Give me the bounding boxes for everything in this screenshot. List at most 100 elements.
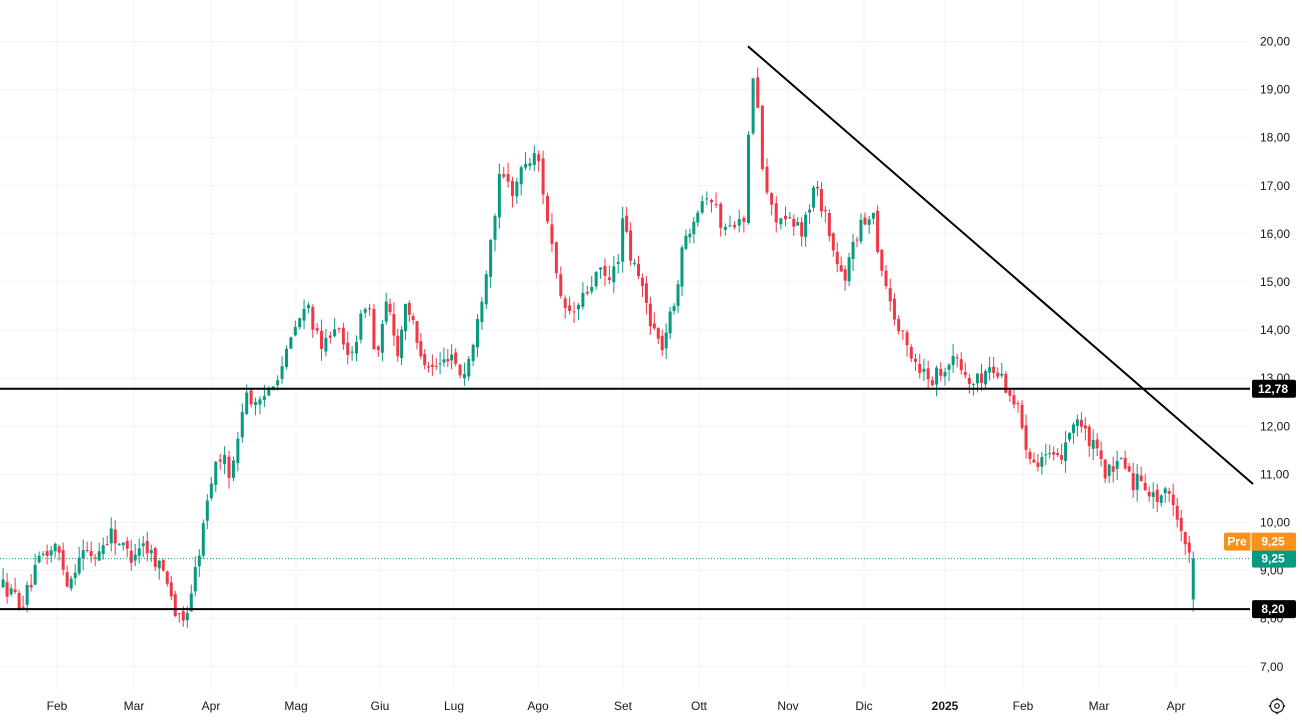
candle-body (1151, 492, 1155, 497)
gear-icon[interactable] (1268, 697, 1286, 715)
candle (1075, 414, 1079, 437)
candle-body (81, 550, 85, 559)
candle (411, 313, 415, 325)
pre-market-value: 9,25 (1261, 535, 1285, 549)
candle-body (943, 371, 947, 377)
candle-body (719, 203, 723, 228)
candle-body (581, 293, 585, 307)
candle (105, 535, 109, 546)
candle (541, 150, 545, 205)
candle (1135, 464, 1139, 502)
candle-body (197, 555, 201, 567)
candle-body (65, 572, 69, 587)
x-tick-label: Giu (371, 699, 390, 713)
candle (871, 212, 875, 225)
candle (714, 192, 718, 208)
candle-body (169, 582, 173, 597)
candle (1071, 422, 1075, 444)
candle-body (346, 342, 350, 355)
candle-body (859, 219, 863, 242)
candle-body (922, 368, 926, 372)
candle (792, 214, 796, 236)
x-axis[interactable]: Feb Mar Apr Mag Giu Lug Ago Set Ott Nov Dic 2025 Feb… (47, 699, 1186, 713)
candle (980, 364, 984, 392)
candle-body (1020, 404, 1024, 428)
candle-body (113, 529, 117, 544)
candle (169, 576, 173, 601)
x-tick-label: Apr (202, 699, 221, 713)
candle-body (454, 352, 458, 364)
candle-body (664, 332, 668, 349)
candle (804, 211, 808, 247)
candle (1191, 551, 1195, 612)
candle-body (918, 364, 922, 373)
y-tick-label: 19,00 (1260, 83, 1290, 97)
candle (458, 363, 462, 379)
candle-body (585, 291, 589, 294)
candle-body (298, 318, 302, 328)
candle (454, 348, 458, 367)
candle-body (765, 166, 769, 193)
drawn-lines (0, 45, 1254, 611)
candle (625, 206, 629, 234)
candle-body (1103, 459, 1107, 479)
candle (129, 539, 133, 571)
trend-line[interactable] (747, 45, 1254, 485)
candle-body (165, 571, 169, 584)
candle (1028, 448, 1032, 465)
candle (400, 325, 404, 365)
candle-body (245, 392, 249, 414)
candle (660, 329, 664, 357)
candle (218, 453, 222, 470)
candle-body (926, 368, 930, 380)
candle (1000, 362, 1004, 379)
candle-body (117, 543, 121, 545)
candle (240, 403, 244, 443)
candle (380, 319, 384, 362)
candle-body (988, 367, 992, 373)
candle-body (223, 454, 227, 465)
candle-body (827, 213, 831, 237)
y-axis[interactable]: 20,0019,0018,0017,0016,0015,0014,0013,00… (1260, 35, 1290, 674)
x-tick-label: Dic (855, 699, 872, 713)
candle (157, 559, 161, 580)
candle (1183, 531, 1187, 555)
candle-body (415, 321, 419, 343)
price-level-badge-text: 12,78 (1258, 382, 1288, 396)
candle-body (808, 209, 812, 213)
candle (705, 191, 709, 206)
candle (137, 538, 141, 564)
candle (1079, 412, 1083, 433)
candle (280, 356, 284, 384)
candle-body (616, 261, 620, 264)
candle-body (1004, 373, 1008, 393)
candle (306, 302, 310, 314)
candle (302, 299, 306, 330)
candle-body (1191, 558, 1195, 600)
candle-body (1147, 491, 1151, 497)
candle-body (161, 560, 165, 571)
candle-body (676, 284, 680, 306)
candle (388, 298, 392, 316)
candle-body (471, 344, 475, 362)
candle (774, 196, 778, 233)
candle-body (728, 225, 732, 227)
candle-body (1060, 455, 1064, 460)
candle-body (1127, 466, 1131, 472)
candle-body (644, 283, 648, 303)
candle (1048, 444, 1052, 459)
candle (497, 163, 501, 229)
candle-body (189, 593, 193, 612)
candle (227, 450, 231, 489)
candle (315, 323, 319, 335)
candle-body (101, 545, 105, 555)
x-tick-label: Ott (691, 699, 708, 713)
candle-body (947, 364, 951, 370)
candle (258, 396, 262, 415)
y-tick-label: 12,00 (1260, 419, 1290, 433)
candle (668, 306, 672, 340)
candle-body (157, 560, 161, 569)
candle (223, 446, 227, 474)
